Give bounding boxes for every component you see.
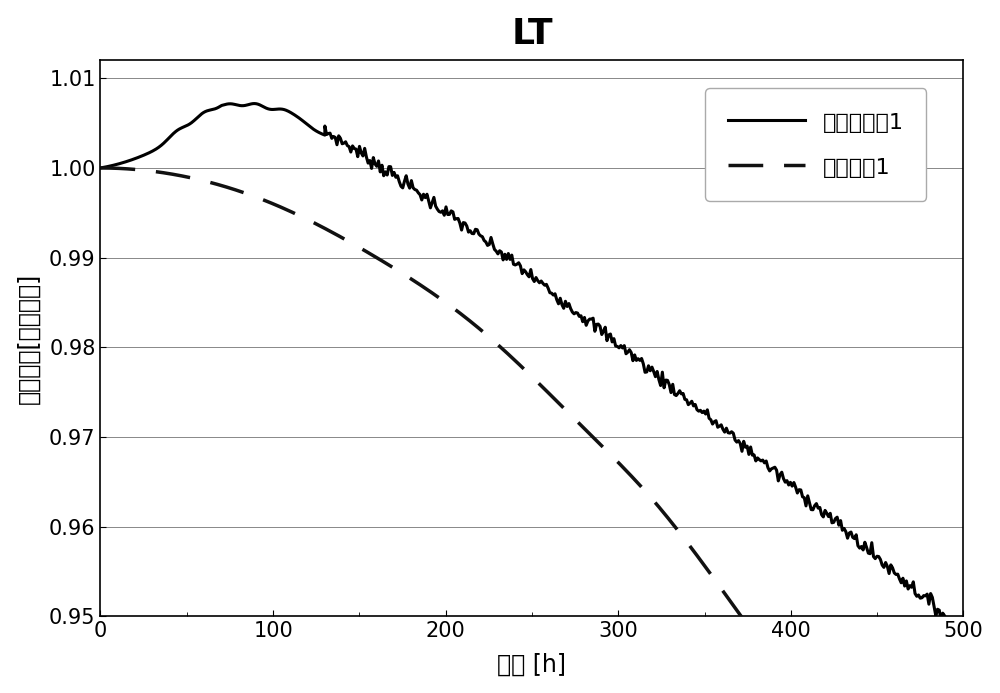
器件实施例1 (703, 414, 715, 423)
器件实施例1 (171, 127, 183, 135)
比较器件1 (493, 342, 505, 350)
比较器件1 (94, 164, 106, 172)
比较器件1 (495, 344, 507, 352)
器件实施例1 (94, 164, 106, 172)
X-axis label: 时间 [h]: 时间 [h] (497, 652, 566, 676)
器件实施例1 (940, 615, 952, 623)
Y-axis label: 相对亮度[任意单位]: 相对亮度[任意单位] (17, 273, 41, 404)
Title: LT: LT (511, 17, 553, 51)
器件实施例1 (935, 616, 947, 624)
Legend: 器件实施例1, 比较器件1: 器件实施例1, 比较器件1 (705, 88, 926, 200)
Line: 比较器件1: 比较器件1 (100, 168, 774, 661)
Line: 器件实施例1: 器件实施例1 (100, 103, 946, 620)
比较器件1 (97, 164, 109, 172)
器件实施例1 (248, 99, 260, 107)
比较器件1 (506, 354, 518, 362)
器件实施例1 (294, 114, 306, 123)
器件实施例1 (914, 594, 926, 602)
器件实施例1 (643, 362, 655, 370)
比较器件1 (662, 514, 674, 522)
比较器件1 (705, 570, 717, 578)
比较器件1 (768, 657, 780, 665)
器件实施例1 (771, 466, 783, 474)
